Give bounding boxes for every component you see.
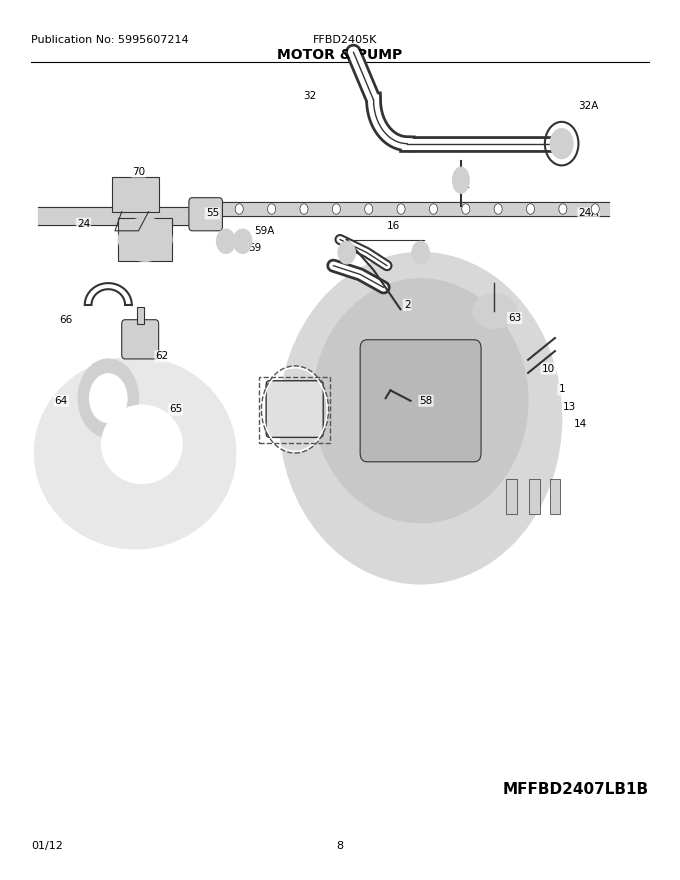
Ellipse shape xyxy=(118,217,172,261)
Circle shape xyxy=(549,128,574,159)
Circle shape xyxy=(462,204,470,214)
Text: 8: 8 xyxy=(337,841,343,852)
Ellipse shape xyxy=(473,294,516,328)
FancyBboxPatch shape xyxy=(266,381,323,437)
Text: 14: 14 xyxy=(574,419,587,429)
Text: 64: 64 xyxy=(54,396,68,406)
Ellipse shape xyxy=(101,405,182,484)
FancyBboxPatch shape xyxy=(122,319,158,359)
Circle shape xyxy=(338,241,356,264)
Circle shape xyxy=(526,204,534,214)
Text: 24A: 24A xyxy=(578,209,598,218)
Text: 59A: 59A xyxy=(254,226,275,236)
Text: 58: 58 xyxy=(420,396,432,406)
Ellipse shape xyxy=(452,167,469,194)
Circle shape xyxy=(397,204,405,214)
Ellipse shape xyxy=(279,253,562,583)
Circle shape xyxy=(268,204,275,214)
Bar xyxy=(259,378,330,443)
Text: 1: 1 xyxy=(558,385,565,394)
Text: FFBD2405K: FFBD2405K xyxy=(313,34,377,45)
Text: 63: 63 xyxy=(508,313,522,323)
Text: MOTOR & PUMP: MOTOR & PUMP xyxy=(277,48,403,62)
Text: 60: 60 xyxy=(296,411,309,421)
FancyBboxPatch shape xyxy=(360,340,481,462)
Circle shape xyxy=(235,204,243,214)
Circle shape xyxy=(78,359,139,437)
Text: 62: 62 xyxy=(156,351,169,362)
Text: 65: 65 xyxy=(169,405,182,414)
Bar xyxy=(118,217,172,261)
Text: 13: 13 xyxy=(563,402,577,412)
Text: 24: 24 xyxy=(77,219,90,229)
Circle shape xyxy=(300,204,308,214)
Text: MFFBD2407LB1B: MFFBD2407LB1B xyxy=(503,782,649,797)
Circle shape xyxy=(233,229,252,253)
Text: 32: 32 xyxy=(303,91,316,100)
Text: 16: 16 xyxy=(387,222,401,231)
Text: 59: 59 xyxy=(248,243,261,253)
Circle shape xyxy=(494,204,502,214)
Text: 70: 70 xyxy=(132,166,145,177)
Text: 66: 66 xyxy=(59,315,73,325)
Circle shape xyxy=(429,204,437,214)
Bar xyxy=(530,480,540,514)
Circle shape xyxy=(591,204,599,214)
Circle shape xyxy=(90,374,127,422)
Text: 32A: 32A xyxy=(578,101,598,111)
Text: 10: 10 xyxy=(542,363,555,373)
Circle shape xyxy=(364,204,373,214)
Text: 55: 55 xyxy=(206,209,219,218)
Bar xyxy=(137,306,144,324)
Bar xyxy=(506,480,517,514)
Circle shape xyxy=(333,204,341,214)
FancyBboxPatch shape xyxy=(189,198,222,231)
Bar xyxy=(549,480,560,514)
Ellipse shape xyxy=(35,357,236,549)
Circle shape xyxy=(412,241,429,264)
Text: 61: 61 xyxy=(458,180,471,189)
Text: Publication No: 5995607214: Publication No: 5995607214 xyxy=(31,34,188,45)
Text: 2: 2 xyxy=(404,300,411,310)
Circle shape xyxy=(216,229,235,253)
Text: 01/12: 01/12 xyxy=(31,841,63,852)
Circle shape xyxy=(559,204,567,214)
Bar xyxy=(112,177,158,211)
Ellipse shape xyxy=(313,279,528,523)
